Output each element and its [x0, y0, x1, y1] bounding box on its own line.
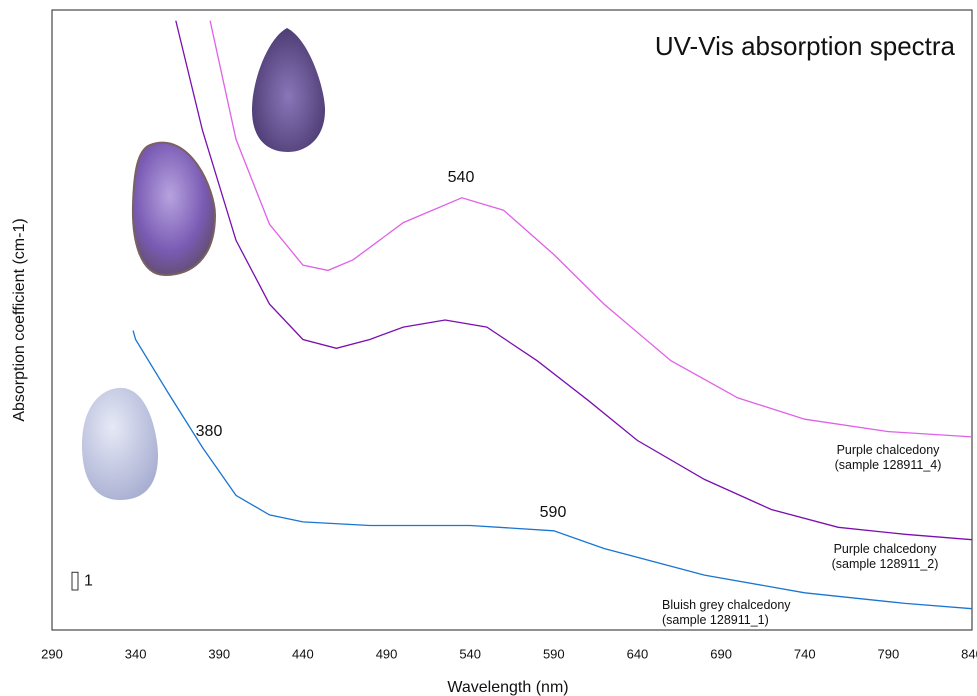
x-tick-label: 390 [208, 646, 230, 661]
plot-frame [52, 10, 972, 630]
x-tick-label: 840 [961, 646, 977, 661]
x-tick-label: 790 [878, 646, 900, 661]
x-tick-label: 590 [543, 646, 565, 661]
series-line [210, 21, 972, 437]
series-label: Bluish grey chalcedony (sample 128911_1) [662, 598, 792, 628]
series-label: Purple chalcedony (sample 128911_2) [826, 542, 944, 572]
stone-photo [133, 143, 215, 275]
peak-annotation: 380 [196, 423, 223, 440]
x-axis-label: Wavelength (nm) [447, 679, 568, 696]
x-tick-label: 540 [459, 646, 481, 661]
page: UV-Vis absorption spectra Wavelength (nm… [0, 0, 977, 696]
x-tick-label: 690 [710, 646, 732, 661]
x-tick-label: 640 [627, 646, 649, 661]
stone-photo [82, 388, 158, 500]
series-label: Purple chalcedony (sample 128911_4) [829, 443, 947, 473]
x-tick-label: 290 [41, 646, 63, 661]
x-tick-label: 740 [794, 646, 816, 661]
stone-photo [252, 28, 325, 152]
y-axis-label: Absorption coefficient (cm-1) [11, 218, 28, 421]
peak-annotation: 540 [448, 169, 475, 186]
peak-annotation: 590 [540, 504, 567, 521]
scale-bar [72, 572, 78, 590]
scale-bar-label: 1 [84, 572, 93, 589]
x-tick-label: 340 [125, 646, 147, 661]
x-tick-label: 490 [376, 646, 398, 661]
x-tick-label: 440 [292, 646, 314, 661]
chart-title: UV-Vis absorption spectra [655, 31, 956, 61]
chart: UV-Vis absorption spectra Wavelength (nm… [0, 0, 977, 696]
